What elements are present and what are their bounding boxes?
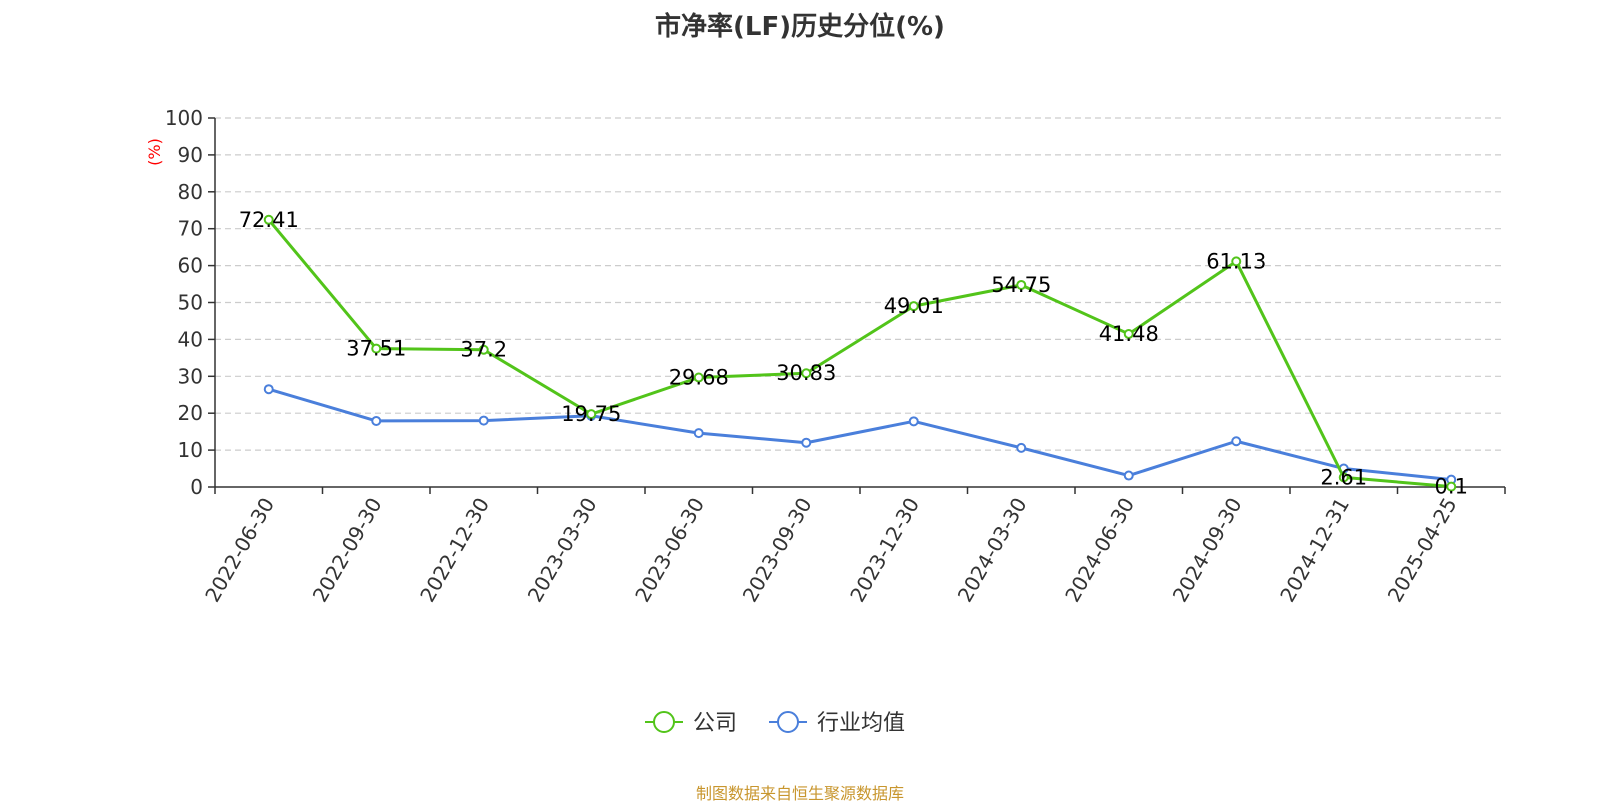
data-point[interactable] <box>371 415 382 426</box>
y-tick-label: 70 <box>178 217 203 241</box>
data-labels: 72.41 37.51 37.2 19.75 29.68 30.83 49.01 54.75 4… <box>239 208 1468 499</box>
data-label: 30.83 <box>776 361 836 385</box>
y-tick-label: 20 <box>178 401 203 425</box>
y-tick-label: 30 <box>178 364 203 388</box>
data-point[interactable] <box>586 409 597 420</box>
grid-lines <box>215 117 1505 451</box>
x-tick-label: 2024-09-30 <box>1168 494 1247 607</box>
x-tick-label: 2024-03-30 <box>953 494 1032 607</box>
data-label: 19.75 <box>561 402 621 426</box>
x-tick-label: 2023-06-30 <box>630 494 709 607</box>
data-point[interactable] <box>1016 279 1027 290</box>
data-point[interactable] <box>1446 481 1457 492</box>
data-point[interactable] <box>801 368 812 379</box>
y-tick-label: 50 <box>178 291 203 315</box>
data-label: 2.61 <box>1320 465 1367 489</box>
data-point[interactable] <box>908 301 919 312</box>
data-point[interactable] <box>1231 436 1242 447</box>
series-layer <box>263 214 1457 492</box>
legend-item-0[interactable]: 公司 <box>645 711 737 736</box>
legend-item-1[interactable]: 行业均值 <box>769 711 905 736</box>
x-tick-label: 2022-12-30 <box>415 494 494 607</box>
legend-label: 行业均值 <box>817 711 905 736</box>
data-label: 37.2 <box>460 338 507 362</box>
data-label: 0.1 <box>1435 475 1468 499</box>
data-point[interactable] <box>1231 256 1242 267</box>
legend-marker <box>653 711 675 733</box>
y-tick-label: 100 <box>165 106 203 130</box>
x-tick-label: 2024-12-31 <box>1275 494 1354 607</box>
data-label: 54.75 <box>991 273 1051 297</box>
y-tick-label: 0 <box>190 475 203 499</box>
data-label: 72.41 <box>239 208 299 232</box>
legend-marker <box>777 711 799 733</box>
data-point[interactable] <box>693 372 704 383</box>
data-point[interactable] <box>478 344 489 355</box>
series-line-1 <box>268 387 1452 482</box>
data-label: 41.48 <box>1099 322 1159 346</box>
data-point[interactable] <box>801 437 812 448</box>
source-note: 制图数据来自恒生聚源数据库 <box>695 784 904 803</box>
y-tick-label: 90 <box>178 143 203 167</box>
data-point[interactable] <box>1016 442 1027 453</box>
data-point[interactable] <box>1123 328 1134 339</box>
y-axis-unit-label: (%) <box>145 138 164 166</box>
data-point[interactable] <box>263 384 274 395</box>
data-point[interactable] <box>908 416 919 427</box>
legend-label: 公司 <box>693 711 737 736</box>
x-tick-label: 2022-06-30 <box>200 494 279 607</box>
y-tick-label: 10 <box>178 438 203 462</box>
data-point[interactable] <box>263 214 274 225</box>
legend[interactable]: 公司 行业均值 <box>645 711 905 736</box>
data-label: 37.51 <box>346 337 406 361</box>
x-tick-label: 2023-12-30 <box>845 494 924 607</box>
data-point[interactable] <box>693 428 704 439</box>
y-tick-label: 60 <box>178 254 203 278</box>
y-tick-label: 80 <box>178 180 203 204</box>
y-tick-label: 40 <box>178 327 203 351</box>
data-point[interactable] <box>478 415 489 426</box>
x-tick-label: 2023-09-30 <box>738 494 817 607</box>
data-label: 61.13 <box>1206 249 1266 273</box>
data-point[interactable] <box>1123 470 1134 481</box>
data-point[interactable] <box>1338 472 1349 483</box>
data-label: 49.01 <box>884 294 944 318</box>
series-line-0 <box>267 218 1452 489</box>
x-tick-label: 2024-06-30 <box>1060 494 1139 607</box>
x-tick-label: 2023-03-30 <box>523 494 602 607</box>
x-tick-label: 2025-04-25 <box>1383 494 1462 607</box>
x-tick-label: 2022-09-30 <box>308 494 387 607</box>
chart-title: 市净率(LF)历史分位(%) <box>655 12 945 42</box>
data-label: 29.68 <box>669 365 729 389</box>
data-point[interactable] <box>371 343 382 354</box>
